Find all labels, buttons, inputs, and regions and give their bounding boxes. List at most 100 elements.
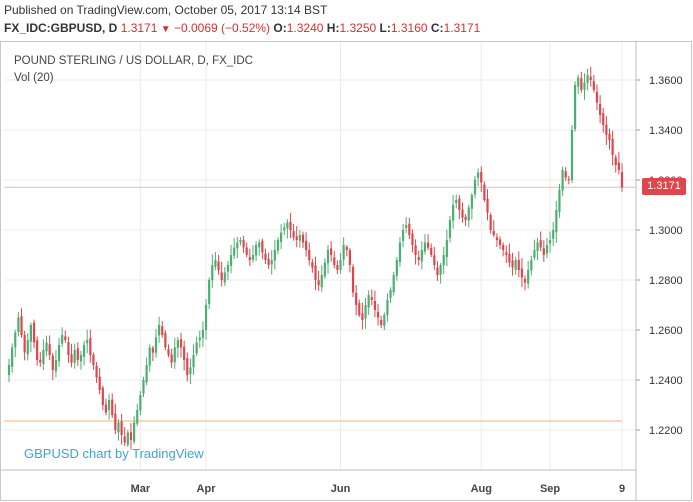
- candle-body: [170, 354, 173, 363]
- candle-body: [342, 245, 345, 260]
- candle-body: [523, 278, 527, 283]
- last-price-tag: 1.3171: [642, 178, 686, 195]
- candle-body: [436, 267, 439, 275]
- candle-body: [398, 242, 402, 262]
- candle-body: [29, 325, 32, 342]
- candle-body: [104, 404, 108, 413]
- chart-frame: [0, 41, 692, 501]
- y-tick-label: 1.2400: [649, 375, 683, 387]
- candle-body: [558, 190, 561, 212]
- candle-body: [502, 245, 505, 250]
- candle-body: [586, 75, 589, 83]
- low-value: 1.3160: [390, 21, 428, 35]
- candle-body: [36, 340, 39, 360]
- candle-body: [589, 76, 592, 80]
- candle-body: [417, 256, 420, 260]
- candle-body: [592, 81, 595, 90]
- candle-body: [433, 255, 436, 265]
- candle-body: [567, 179, 570, 181]
- x-tick-label: Jun: [331, 483, 351, 495]
- candle-body: [198, 337, 201, 341]
- x-tick-label: 9: [619, 483, 625, 495]
- candle-body: [54, 360, 58, 372]
- candle-body: [145, 365, 148, 383]
- candle-body: [614, 157, 617, 165]
- candle-body: [520, 268, 524, 278]
- candle-body: [301, 234, 305, 243]
- candle-body: [345, 247, 348, 250]
- candle-body: [289, 221, 292, 230]
- candle-body: [330, 248, 333, 255]
- candle-body: [286, 222, 289, 229]
- candle-body: [192, 355, 195, 368]
- candle-body: [151, 347, 154, 353]
- candle-body: [229, 255, 233, 266]
- candle-body: [129, 432, 133, 440]
- candle-body: [392, 275, 395, 293]
- candle-body: [183, 346, 186, 360]
- candle-body: [355, 292, 358, 305]
- candle-body: [223, 272, 226, 283]
- y-tick-label: 1.3600: [649, 75, 683, 87]
- candle-body: [489, 214, 492, 230]
- candle-body: [95, 365, 98, 378]
- candle-body: [420, 250, 423, 262]
- candle-body: [445, 240, 448, 258]
- candle-body: [173, 347, 176, 363]
- candle-body: [176, 340, 179, 348]
- candle-body: [539, 240, 542, 248]
- candle-body: [326, 250, 330, 264]
- candle-body: [195, 342, 198, 354]
- y-tick-label: 1.3400: [649, 125, 683, 137]
- candle-body: [204, 305, 208, 330]
- close-value: 1.3171: [443, 21, 481, 35]
- candle-body: [236, 242, 239, 249]
- candle-body: [298, 235, 301, 241]
- candle-body: [92, 354, 95, 365]
- candle-body: [480, 171, 483, 183]
- candle-body: [408, 223, 411, 235]
- candle-body: [536, 242, 539, 251]
- candle-body: [617, 162, 620, 170]
- candle-body: [214, 260, 217, 267]
- candle-body: [511, 260, 514, 268]
- candle-body: [564, 171, 567, 178]
- candle-body: [201, 330, 205, 339]
- price-change: −0.0069 (−0.52%): [173, 21, 271, 35]
- candle-body: [542, 248, 545, 255]
- candle-body: [426, 242, 430, 248]
- candle-body: [527, 270, 530, 284]
- candle-body: [39, 359, 42, 363]
- candle-body: [483, 184, 486, 200]
- candle-body: [276, 240, 280, 251]
- candle-body: [167, 349, 170, 355]
- candle-body: [89, 338, 92, 355]
- candle-body: [395, 260, 398, 276]
- symbol-bar: FX_IDC:GBPUSD, D 1.3171 ▼ −0.0069 (−0.52…: [4, 21, 480, 35]
- candle-body: [383, 315, 386, 326]
- candle-body: [339, 260, 342, 270]
- candle-body: [492, 231, 495, 235]
- candle-body: [258, 242, 261, 248]
- candle-body: [599, 104, 602, 115]
- candle-body: [245, 247, 248, 255]
- candle-body: [161, 326, 164, 335]
- candle-body: [336, 265, 339, 270]
- candle-body: [505, 252, 508, 255]
- candle-body: [464, 216, 467, 220]
- candle-body: [595, 91, 599, 103]
- candle-body: [179, 339, 183, 348]
- candle-body: [311, 262, 314, 268]
- open-label: O:: [273, 21, 287, 35]
- candle-body: [545, 245, 549, 254]
- y-tick-label: 1.2600: [649, 325, 683, 337]
- candle-body: [233, 247, 236, 256]
- candle-body: [555, 210, 558, 233]
- candle-body: [186, 358, 189, 375]
- candle-body: [448, 220, 452, 238]
- high-value: 1.3250: [339, 21, 377, 35]
- candle-body: [7, 365, 11, 375]
- watermark[interactable]: GBPUSD chart by TradingView: [24, 446, 204, 461]
- candle-body: [51, 355, 54, 370]
